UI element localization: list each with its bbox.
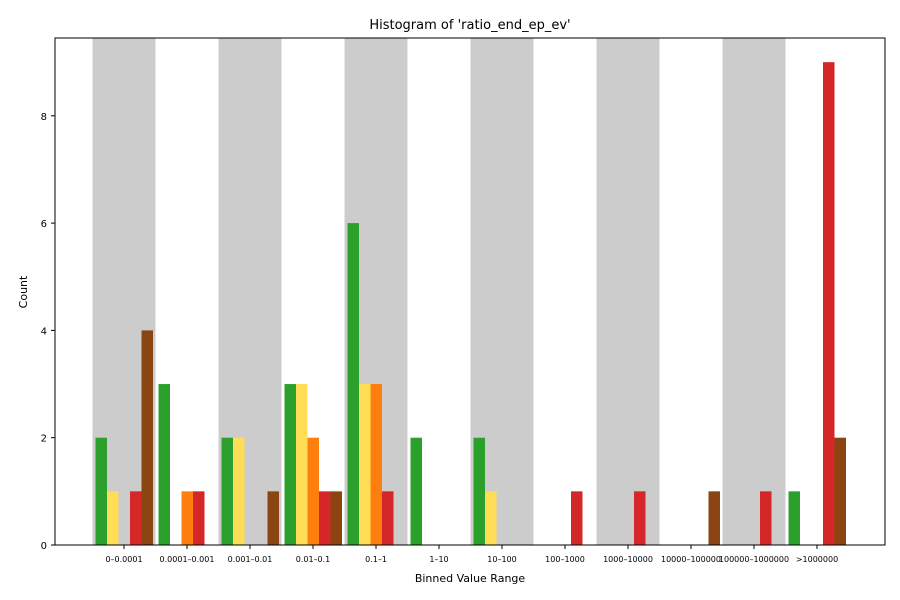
bar xyxy=(221,437,233,545)
bar xyxy=(319,491,331,545)
bar xyxy=(284,384,296,545)
chart-title: Histogram of 'ratio_end_ep_ev' xyxy=(369,18,570,33)
bars xyxy=(95,62,846,546)
bar xyxy=(708,491,720,545)
y-tick-label: 8 xyxy=(41,112,47,123)
bar xyxy=(193,491,205,545)
bar xyxy=(267,491,279,545)
bar xyxy=(370,384,382,545)
bar xyxy=(788,491,800,545)
x-tick-label: 10–100 xyxy=(487,555,516,564)
bar xyxy=(107,491,119,545)
y-axis-label: Count xyxy=(17,275,30,308)
x-tick-label: 0.01–0.1 xyxy=(296,555,331,564)
bar xyxy=(410,437,422,545)
x-tick-label: 1000–10000 xyxy=(603,555,653,564)
x-tick-label: 100–1000 xyxy=(545,555,585,564)
bar xyxy=(359,384,371,545)
category-band xyxy=(596,38,660,545)
bar xyxy=(823,62,835,546)
y-tick-label: 2 xyxy=(41,434,47,445)
x-tick-label: 0–0.0001 xyxy=(105,555,142,564)
bar xyxy=(485,491,497,545)
x-tick-label: >1000000 xyxy=(796,555,838,564)
x-axis: 0–0.0001 0.0001–0.001 0.001–0.01 0.01–0.1 0.… xyxy=(105,545,838,564)
y-axis: 0 2 4 6 8 xyxy=(41,112,55,552)
x-tick-label: 0.0001–0.001 xyxy=(160,555,215,564)
bar xyxy=(158,384,170,545)
bar xyxy=(473,437,485,545)
x-tick-label: 0.001–0.01 xyxy=(228,555,273,564)
x-tick-label: 1–10 xyxy=(429,555,448,564)
x-tick-label: 10000–100000 xyxy=(661,555,721,564)
bar xyxy=(760,491,772,545)
bar xyxy=(347,223,359,545)
bar xyxy=(307,437,319,545)
bar xyxy=(130,491,142,545)
plot-frame xyxy=(54,37,886,546)
bar xyxy=(330,491,342,545)
bar xyxy=(296,384,308,545)
y-tick-label: 4 xyxy=(41,326,47,337)
bar xyxy=(181,491,193,545)
x-tick-label: 100000–1000000 xyxy=(719,555,789,564)
x-tick-label: 0.1–1 xyxy=(365,555,387,564)
category-band xyxy=(722,38,786,545)
bar xyxy=(95,437,107,545)
bar xyxy=(141,330,153,545)
y-tick-label: 6 xyxy=(41,219,47,230)
bar xyxy=(233,437,245,545)
alternating-bands xyxy=(92,38,786,545)
y-tick-label: 0 xyxy=(41,541,47,552)
bar xyxy=(571,491,583,545)
x-axis-label: Binned Value Range xyxy=(415,572,526,585)
bar xyxy=(382,491,394,545)
bar xyxy=(834,437,846,545)
bar xyxy=(634,491,646,545)
